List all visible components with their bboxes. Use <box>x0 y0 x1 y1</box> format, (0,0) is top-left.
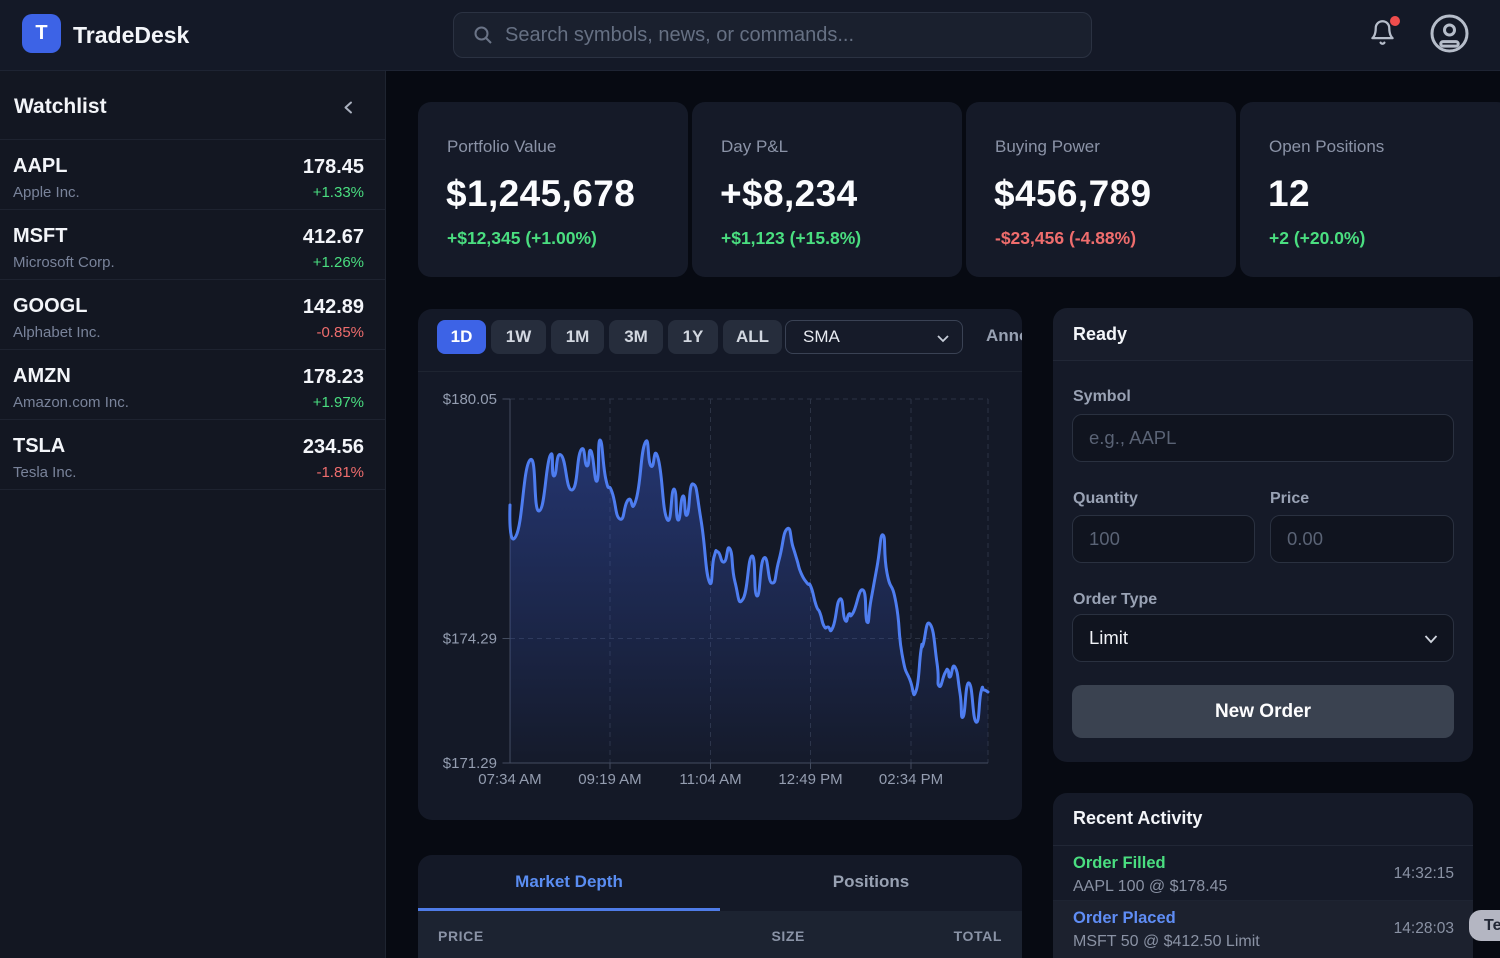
svg-text:11:04 AM: 11:04 AM <box>679 771 741 788</box>
svg-text:02:34 PM: 02:34 PM <box>879 771 943 788</box>
svg-text:09:19 AM: 09:19 AM <box>578 771 641 788</box>
svg-text:$180.05: $180.05 <box>443 391 497 408</box>
svg-text:$174.29: $174.29 <box>443 631 497 648</box>
svg-text:07:34 AM: 07:34 AM <box>478 771 541 788</box>
svg-text:$171.29: $171.29 <box>443 755 497 772</box>
svg-text:12:49 PM: 12:49 PM <box>778 771 842 788</box>
